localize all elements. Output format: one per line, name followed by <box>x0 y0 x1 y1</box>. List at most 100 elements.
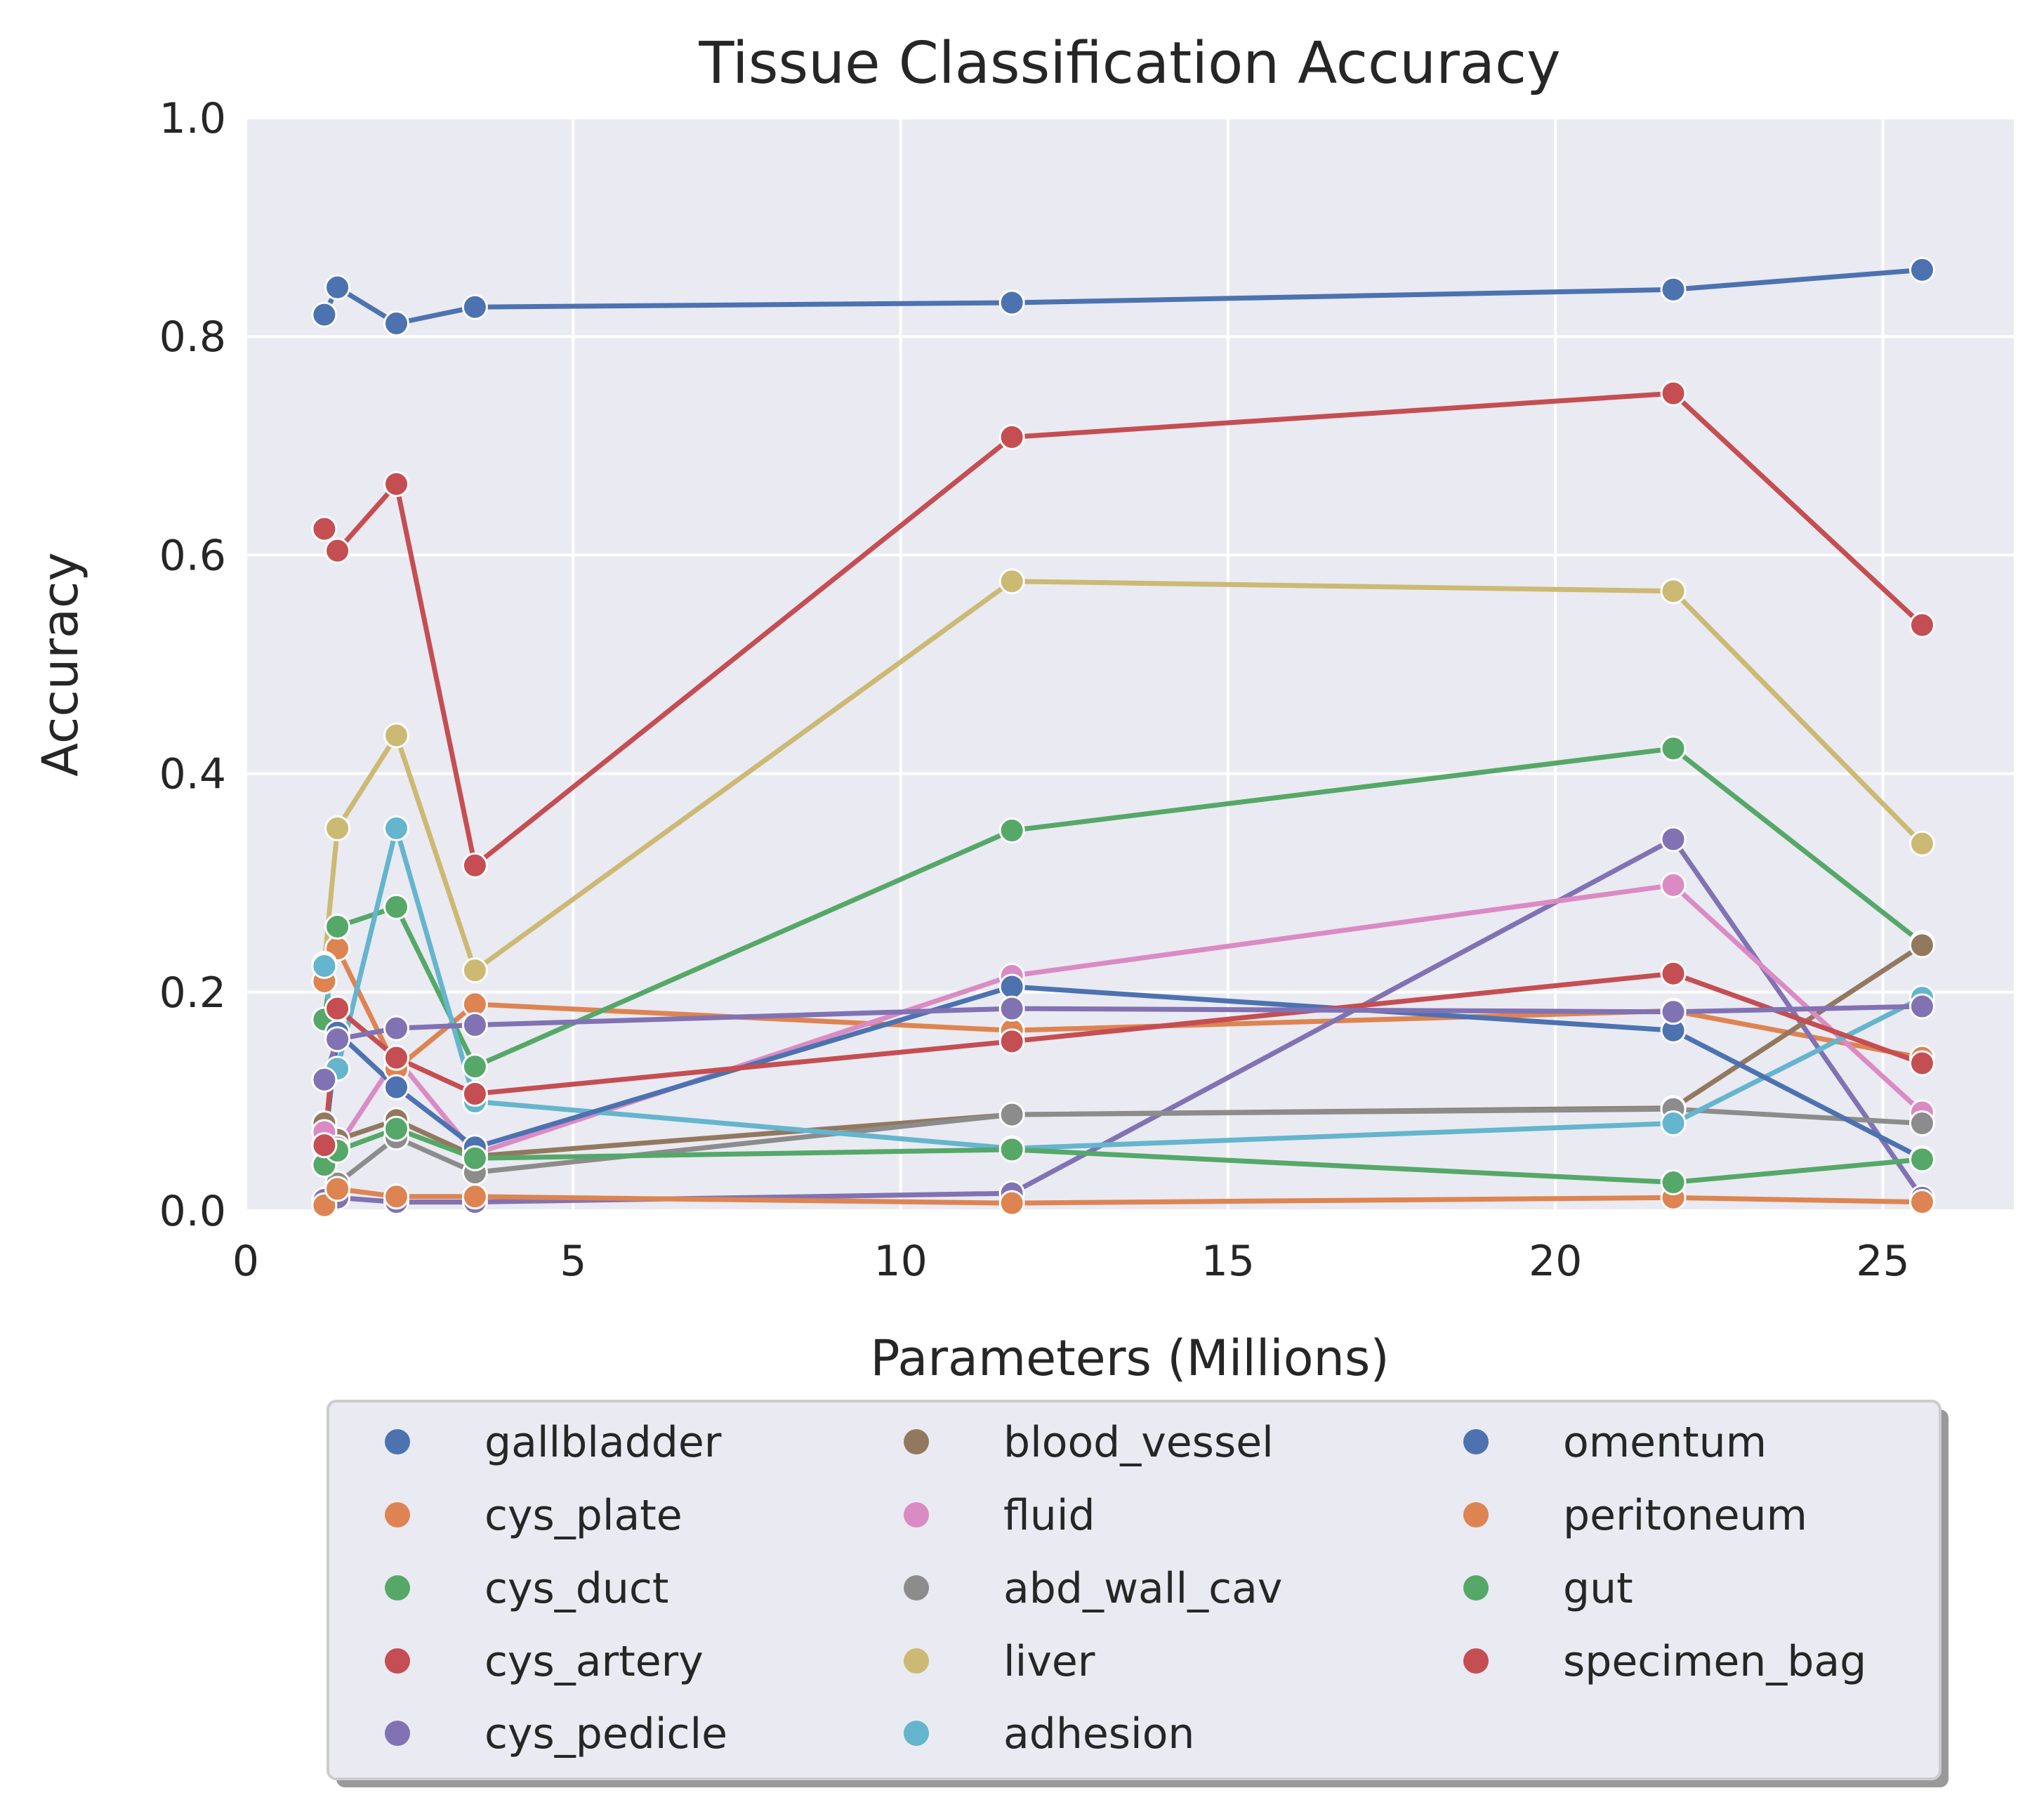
data-point-gut <box>461 1145 488 1171</box>
y-tick-label: 0.6 <box>159 531 226 580</box>
legend-label-fluid: fluid <box>1003 1491 1095 1540</box>
legend-label-liver: liver <box>1003 1637 1095 1686</box>
legend-label-gallbladder: gallbladder <box>484 1418 722 1467</box>
legend-marker-adhesion <box>904 1721 929 1746</box>
legend-marker-liver <box>904 1648 929 1674</box>
data-point-gallbladder <box>1660 276 1687 303</box>
data-point-peritoneum <box>383 1183 409 1210</box>
data-point-unlabeled <box>461 1011 488 1038</box>
data-point-cys_artery <box>311 515 338 542</box>
legend-marker-specimen_bag <box>1463 1648 1489 1674</box>
data-point-adhesion <box>311 952 338 979</box>
chart-title: Tissue Classification Accuracy <box>698 30 1560 97</box>
data-point-liver <box>1908 830 1935 857</box>
y-tick-label: 0.2 <box>159 968 226 1018</box>
data-point-specimen_bag <box>1908 1050 1935 1077</box>
data-point-abd_wall_cav <box>998 1101 1025 1128</box>
y-axis-label: Accuracy <box>32 552 89 777</box>
legend-marker-cys_plate <box>385 1502 410 1527</box>
legend-label-gut: gut <box>1563 1564 1633 1613</box>
data-point-specimen_bag <box>1660 960 1687 987</box>
data-point-peritoneum <box>998 1190 1025 1216</box>
legend: gallbladder cys_plate cys_duct cys_arterycy… <box>327 1400 1949 1787</box>
y-tick-label: 0.0 <box>159 1187 226 1236</box>
series-points <box>311 256 1935 1218</box>
legend-label-cys_artery: cys_artery <box>484 1637 704 1686</box>
legend-label-cys_plate: cys_plate <box>484 1491 683 1540</box>
data-point-cys_artery <box>998 423 1025 450</box>
x-tick-label: 0 <box>232 1237 259 1286</box>
data-point-cys_duct <box>383 893 409 920</box>
data-point-gallbladder <box>998 289 1025 316</box>
y-tick-label: 1.0 <box>159 94 226 143</box>
data-point-abd_wall_cav <box>1908 1110 1935 1137</box>
legend-label-peritoneum: peritoneum <box>1563 1491 1807 1540</box>
data-point-unlabeled <box>311 1066 338 1093</box>
data-point-gallbladder <box>311 301 338 328</box>
y-axis-ticks: 0.0 0.2 0.4 0.6 0.8 1.0 <box>159 94 226 1236</box>
data-point-specimen_bag <box>383 1044 409 1071</box>
data-point-adhesion <box>383 815 409 841</box>
legend-marker-cys_pedicle <box>385 1721 410 1746</box>
data-point-cys_pedicle <box>1660 826 1687 853</box>
data-point-cys_duct <box>998 817 1025 844</box>
legend-marker-gut <box>1463 1575 1489 1601</box>
data-point-peritoneum <box>1908 1189 1935 1216</box>
data-point-peritoneum <box>461 1183 488 1210</box>
x-tick-label: 15 <box>1201 1237 1255 1286</box>
x-tick-label: 20 <box>1529 1237 1582 1286</box>
data-point-specimen_bag <box>998 1028 1025 1055</box>
y-tick-label: 0.4 <box>159 750 226 799</box>
data-point-specimen_bag <box>311 1132 338 1159</box>
data-point-blood_vessel <box>1908 932 1935 959</box>
legend-items: gallbladder cys_plate cys_duct cys_arterycy… <box>385 1418 1866 1759</box>
x-axis-ticks: 0 5 10 15 20 25 <box>232 1237 1910 1286</box>
legend-label-omentum: omentum <box>1563 1418 1767 1467</box>
legend-label-abd_wall_cav: abd_wall_cav <box>1003 1564 1282 1613</box>
legend-marker-fluid <box>904 1502 929 1527</box>
legend-marker-abd_wall_cav <box>904 1575 929 1601</box>
data-point-liver <box>1660 578 1687 605</box>
data-point-cys_duct <box>461 1053 488 1080</box>
data-point-gut <box>1908 1146 1935 1173</box>
data-point-unlabeled <box>324 1026 351 1053</box>
data-point-specimen_bag <box>324 995 351 1022</box>
data-point-gallbladder <box>1908 256 1935 283</box>
legend-label-cys_duct: cys_duct <box>484 1564 668 1613</box>
data-point-cys_duct <box>324 913 351 940</box>
data-point-unlabeled <box>1660 999 1687 1025</box>
data-point-liver <box>461 957 488 984</box>
data-point-omentum <box>998 973 1025 1000</box>
data-point-gut <box>383 1115 409 1142</box>
legend-marker-gallbladder <box>385 1429 410 1454</box>
data-point-cys_artery <box>383 471 409 497</box>
x-tick-label: 5 <box>560 1237 586 1286</box>
data-point-gallbladder <box>383 310 409 337</box>
legend-marker-blood_vessel <box>904 1429 929 1454</box>
legend-label-specimen_bag: specimen_bag <box>1563 1637 1866 1686</box>
legend-label-adhesion: adhesion <box>1003 1709 1194 1759</box>
data-point-peritoneum <box>324 1176 351 1202</box>
legend-marker-peritoneum <box>1463 1502 1489 1527</box>
legend-label-blood_vessel: blood_vessel <box>1003 1418 1274 1467</box>
legend-marker-omentum <box>1463 1429 1489 1454</box>
data-point-adhesion <box>1660 1110 1687 1137</box>
data-point-unlabeled <box>383 1015 409 1042</box>
data-point-gut <box>1660 1169 1687 1196</box>
data-point-omentum <box>383 1074 409 1100</box>
data-point-fluid <box>1660 872 1687 898</box>
x-tick-label: 25 <box>1856 1237 1909 1286</box>
x-axis-label: Parameters (Millions) <box>870 1329 1389 1387</box>
legend-label-cys_pedicle: cys_pedicle <box>484 1709 727 1759</box>
data-point-cys_artery <box>461 852 488 879</box>
data-point-specimen_bag <box>461 1081 488 1108</box>
data-point-liver <box>324 815 351 841</box>
data-point-cys_artery <box>324 537 351 564</box>
data-point-cys_artery <box>1660 380 1687 407</box>
data-point-gallbladder <box>461 294 488 320</box>
data-point-liver <box>998 568 1025 595</box>
data-point-gallbladder <box>324 274 351 301</box>
data-point-unlabeled <box>1908 993 1935 1020</box>
data-point-unlabeled <box>998 995 1025 1022</box>
